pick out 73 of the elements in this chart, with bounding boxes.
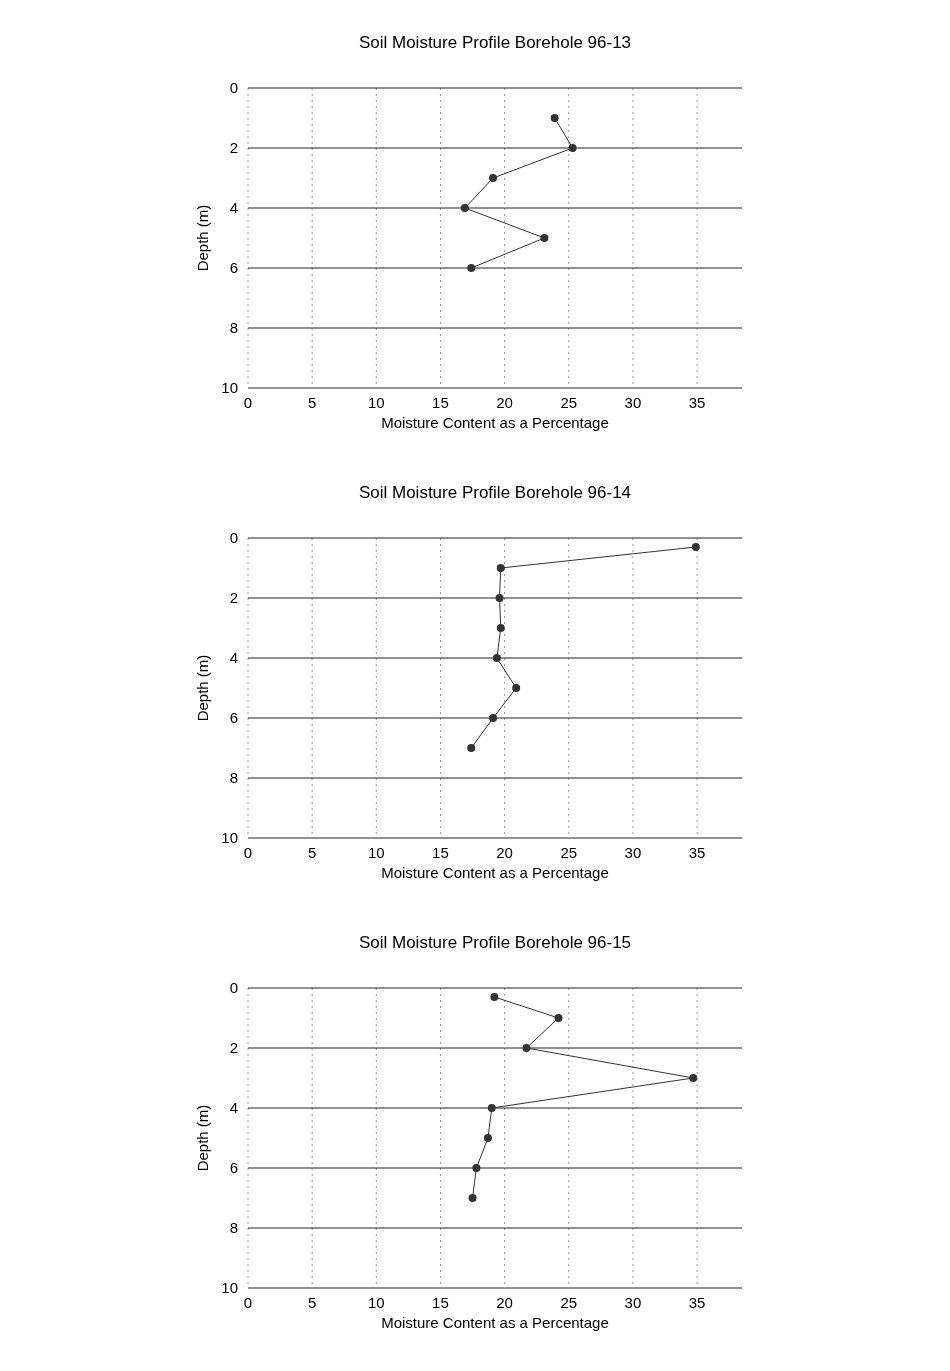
point: [540, 234, 549, 242]
x-tick-label: 30: [624, 394, 642, 411]
point: [496, 624, 505, 632]
point: [550, 114, 559, 122]
y-tick-label: 6: [229, 259, 238, 276]
chart-title: Soil Moisture Profile Borehole 96-14: [358, 483, 632, 502]
y-tick-label: 4: [229, 1099, 238, 1116]
x-tick-label: 25: [560, 844, 578, 861]
point: [492, 654, 501, 662]
x-tick-label: 10: [367, 394, 385, 411]
y-axis-title: Depth (m): [194, 204, 211, 272]
point: [490, 993, 499, 1001]
point: [522, 1044, 531, 1052]
x-tick-label: 25: [560, 394, 578, 411]
y-tick-label: 6: [229, 709, 238, 726]
y-tick-label: 0: [229, 979, 238, 996]
point: [554, 1014, 563, 1022]
x-tick-label: 20: [496, 844, 513, 861]
x-axis-title: Moisture Content as a Percentage: [381, 864, 609, 881]
point: [468, 1194, 477, 1202]
y-tick-label: 0: [229, 79, 238, 96]
x-tick-label: 10: [367, 844, 385, 861]
x-tick-label: 25: [560, 1294, 578, 1311]
x-tick-label: 5: [307, 844, 317, 861]
x-tick-label: 10: [367, 1294, 385, 1311]
x-tick-label: 0: [243, 1294, 253, 1311]
y-tick-label: 10: [221, 1279, 238, 1296]
x-tick-label: 5: [307, 394, 317, 411]
point: [568, 144, 577, 152]
point: [467, 264, 476, 272]
y-axis-title: Depth (m): [194, 654, 211, 722]
point: [489, 714, 498, 722]
x-tick-label: 35: [688, 1294, 706, 1311]
point: [467, 744, 476, 752]
y-tick-label: 10: [221, 379, 238, 396]
x-tick-label: 15: [432, 394, 449, 411]
y-axis-title: Depth (m): [194, 1104, 211, 1172]
y-tick-label: 10: [221, 829, 238, 846]
x-tick-label: 35: [688, 394, 706, 411]
point: [496, 564, 505, 572]
x-tick-label: 0: [243, 844, 253, 861]
point: [512, 684, 521, 692]
x-tick-label: 30: [624, 844, 642, 861]
point: [495, 594, 504, 602]
x-tick-label: 20: [496, 1294, 513, 1311]
x-tick-label: 0: [243, 394, 253, 411]
x-tick-label: 30: [624, 1294, 642, 1311]
y-tick-label: 8: [229, 769, 238, 786]
y-tick-label: 8: [229, 319, 238, 336]
point: [460, 204, 469, 212]
x-tick-label: 20: [496, 394, 513, 411]
x-tick-label: 15: [432, 1294, 449, 1311]
y-tick-label: 0: [229, 529, 238, 546]
point: [691, 543, 700, 551]
x-axis-title: Moisture Content as a Percentage: [381, 414, 609, 431]
x-axis-title: Moisture Content as a Percentage: [381, 1314, 609, 1331]
y-tick-label: 2: [229, 139, 238, 156]
point: [487, 1104, 496, 1112]
y-tick-label: 6: [229, 1159, 238, 1176]
point: [489, 174, 498, 182]
point: [472, 1164, 481, 1172]
y-tick-label: 4: [229, 199, 238, 216]
y-tick-label: 2: [229, 589, 238, 606]
x-tick-label: 5: [307, 1294, 317, 1311]
point: [689, 1074, 698, 1082]
y-tick-label: 4: [229, 649, 238, 666]
point: [483, 1134, 492, 1142]
chart-title: Soil Moisture Profile Borehole 96-15: [358, 933, 632, 952]
x-tick-label: 35: [688, 844, 706, 861]
y-tick-label: 8: [229, 1219, 238, 1236]
chart-title: Soil Moisture Profile Borehole 96-13: [358, 33, 632, 52]
y-tick-label: 2: [229, 1039, 238, 1056]
x-tick-label: 15: [432, 844, 449, 861]
